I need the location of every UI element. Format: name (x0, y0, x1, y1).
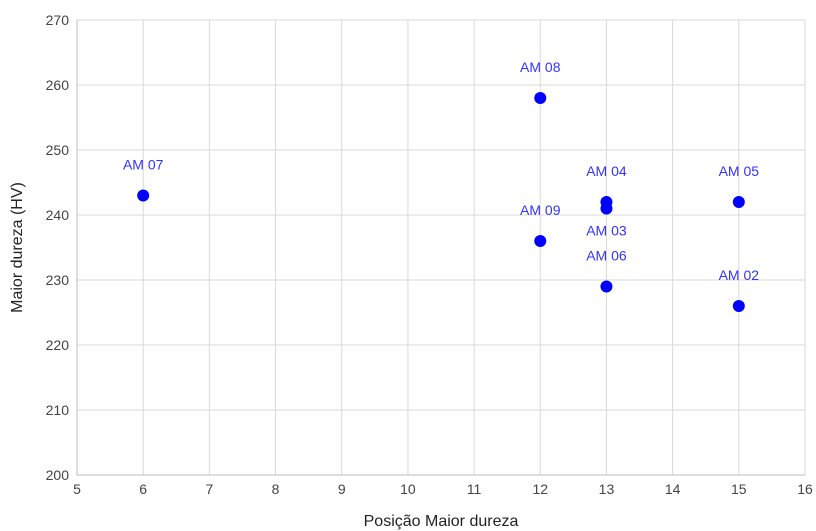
x-tick-label: 8 (272, 481, 280, 497)
point-label: AM 07 (123, 157, 164, 173)
data-point (137, 189, 150, 202)
y-tick-label: 250 (46, 142, 70, 158)
y-tick-label: 270 (46, 12, 70, 28)
x-tick-label: 6 (139, 481, 147, 497)
data-point (732, 196, 745, 208)
point-label-layer: AM 07 AM 08 AM 09 AM 04 AM 03 AM 06 AM 05 AM 02 (123, 59, 759, 283)
x-tick-label: 5 (73, 481, 81, 497)
y-tick-label: 210 (46, 402, 70, 418)
y-tick-label: 260 (46, 77, 70, 93)
point-label: AM 06 (586, 248, 627, 264)
y-tick-label: 220 (46, 337, 70, 353)
x-tick-label: 11 (467, 481, 482, 497)
tick-layer: 5 6 7 8 9 10 11 12 13 14 15 16 200 210 220 230 240 250 260… (46, 12, 813, 497)
x-tick-label: 9 (338, 481, 346, 497)
grid-layer (76, 19, 806, 476)
point-label: AM 05 (719, 163, 760, 179)
y-tick-label: 200 (46, 467, 70, 483)
x-tick-label: 10 (400, 481, 416, 497)
point-layer (137, 92, 745, 312)
y-tick-label: 230 (46, 272, 70, 288)
y-tick-label: 240 (46, 207, 70, 223)
x-axis-title: Posição Maior dureza (364, 513, 519, 530)
data-point (534, 235, 547, 247)
axis-layer (76, 20, 805, 476)
point-label: AM 02 (719, 267, 760, 283)
point-label: AM 04 (586, 163, 627, 179)
x-tick-label: 12 (532, 481, 548, 497)
y-axis-title: Maior dureza (HV) (9, 182, 26, 313)
data-point (600, 280, 613, 293)
x-tick-label: 16 (797, 481, 813, 497)
x-tick-label: 15 (731, 481, 747, 497)
data-point (600, 202, 613, 215)
point-label: AM 03 (586, 223, 627, 239)
data-point (732, 300, 745, 312)
x-tick-label: 7 (205, 481, 213, 497)
point-label: AM 08 (520, 59, 561, 75)
point-label: AM 09 (520, 202, 561, 218)
x-tick-label: 14 (665, 481, 681, 497)
data-point (534, 92, 547, 104)
x-tick-label: 13 (599, 481, 615, 497)
